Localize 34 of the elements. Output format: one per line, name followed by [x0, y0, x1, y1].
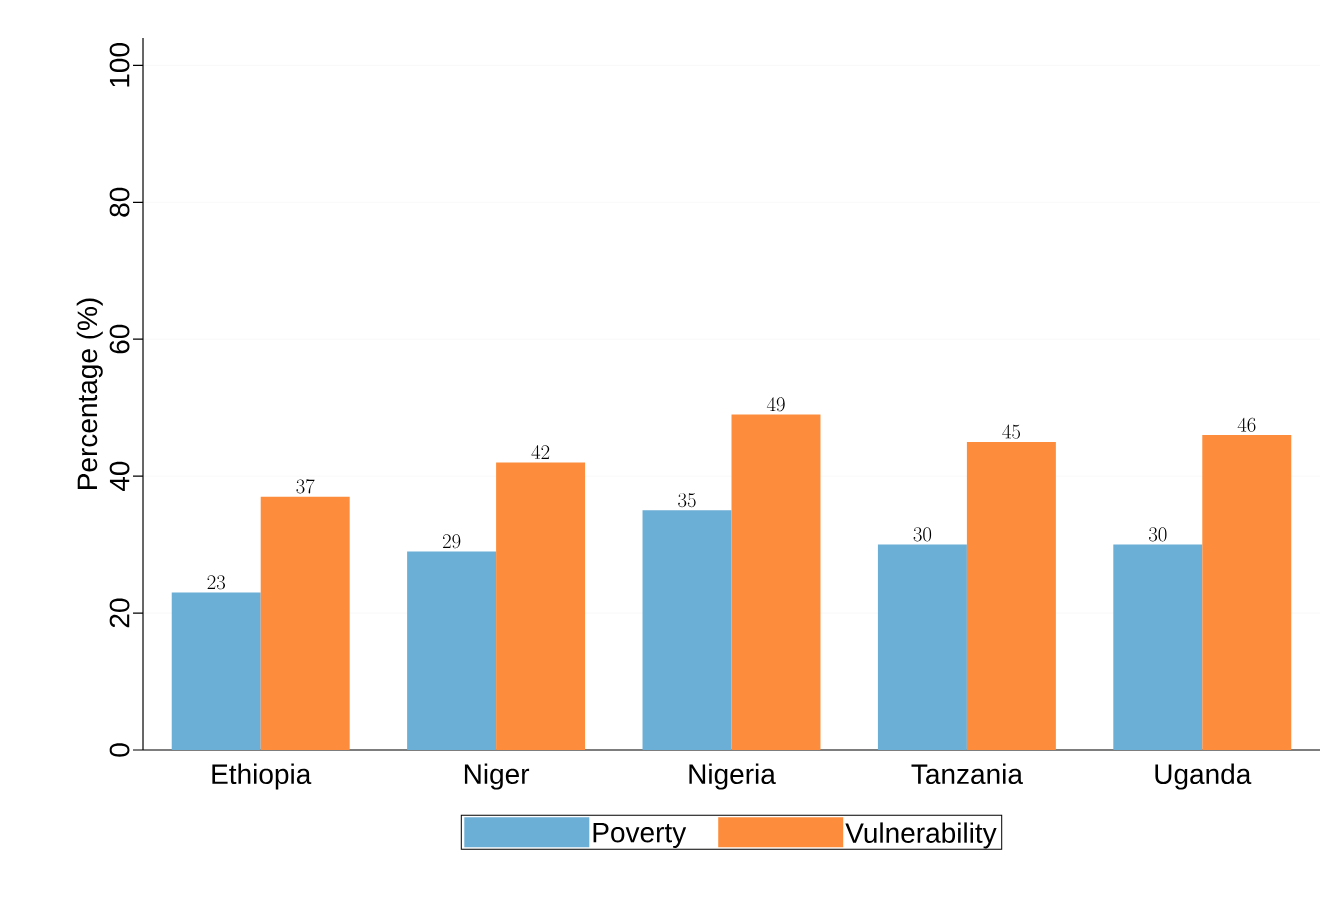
data-label: 30: [1148, 527, 1167, 542]
bar: [260, 496, 350, 750]
bar: [407, 551, 497, 750]
bar: [877, 544, 967, 750]
x-tick-label: Tanzania: [911, 763, 1023, 785]
data-label: 49: [766, 397, 785, 412]
x-tick-label: Ethiopia: [212, 763, 312, 790]
bar: [642, 510, 732, 750]
data-label: 29: [442, 534, 461, 549]
data-label: 46: [1237, 417, 1256, 432]
bar: [966, 441, 1056, 750]
y-tick-label: 80: [109, 187, 130, 217]
y-tick-label: 60: [109, 324, 130, 354]
bar: [1113, 544, 1203, 750]
data-label: 42: [531, 445, 550, 459]
y-tick-label: 0: [109, 743, 130, 757]
y-tick-label: 20: [109, 598, 130, 628]
y-tick-label: 100: [109, 43, 130, 87]
y-axis-title: Percentage (%): [76, 298, 103, 489]
data-label: 30: [913, 527, 932, 542]
data-label: 35: [678, 493, 696, 508]
x-tick-label: Uganda: [1155, 763, 1252, 790]
bar: [731, 414, 821, 750]
bar: [171, 592, 261, 750]
data-label: 45: [1002, 424, 1021, 439]
legend-label: Vulnerability: [845, 822, 997, 849]
y-tick-label: 40: [109, 461, 130, 492]
bar: [1202, 435, 1292, 750]
data-label: 37: [296, 479, 315, 494]
x-tick-label: Niger: [464, 763, 530, 790]
bar: [496, 462, 586, 750]
data-label: 23: [207, 575, 226, 590]
legend-label: Poverty: [593, 822, 687, 848]
x-tick-label: Nigeria: [689, 763, 776, 790]
